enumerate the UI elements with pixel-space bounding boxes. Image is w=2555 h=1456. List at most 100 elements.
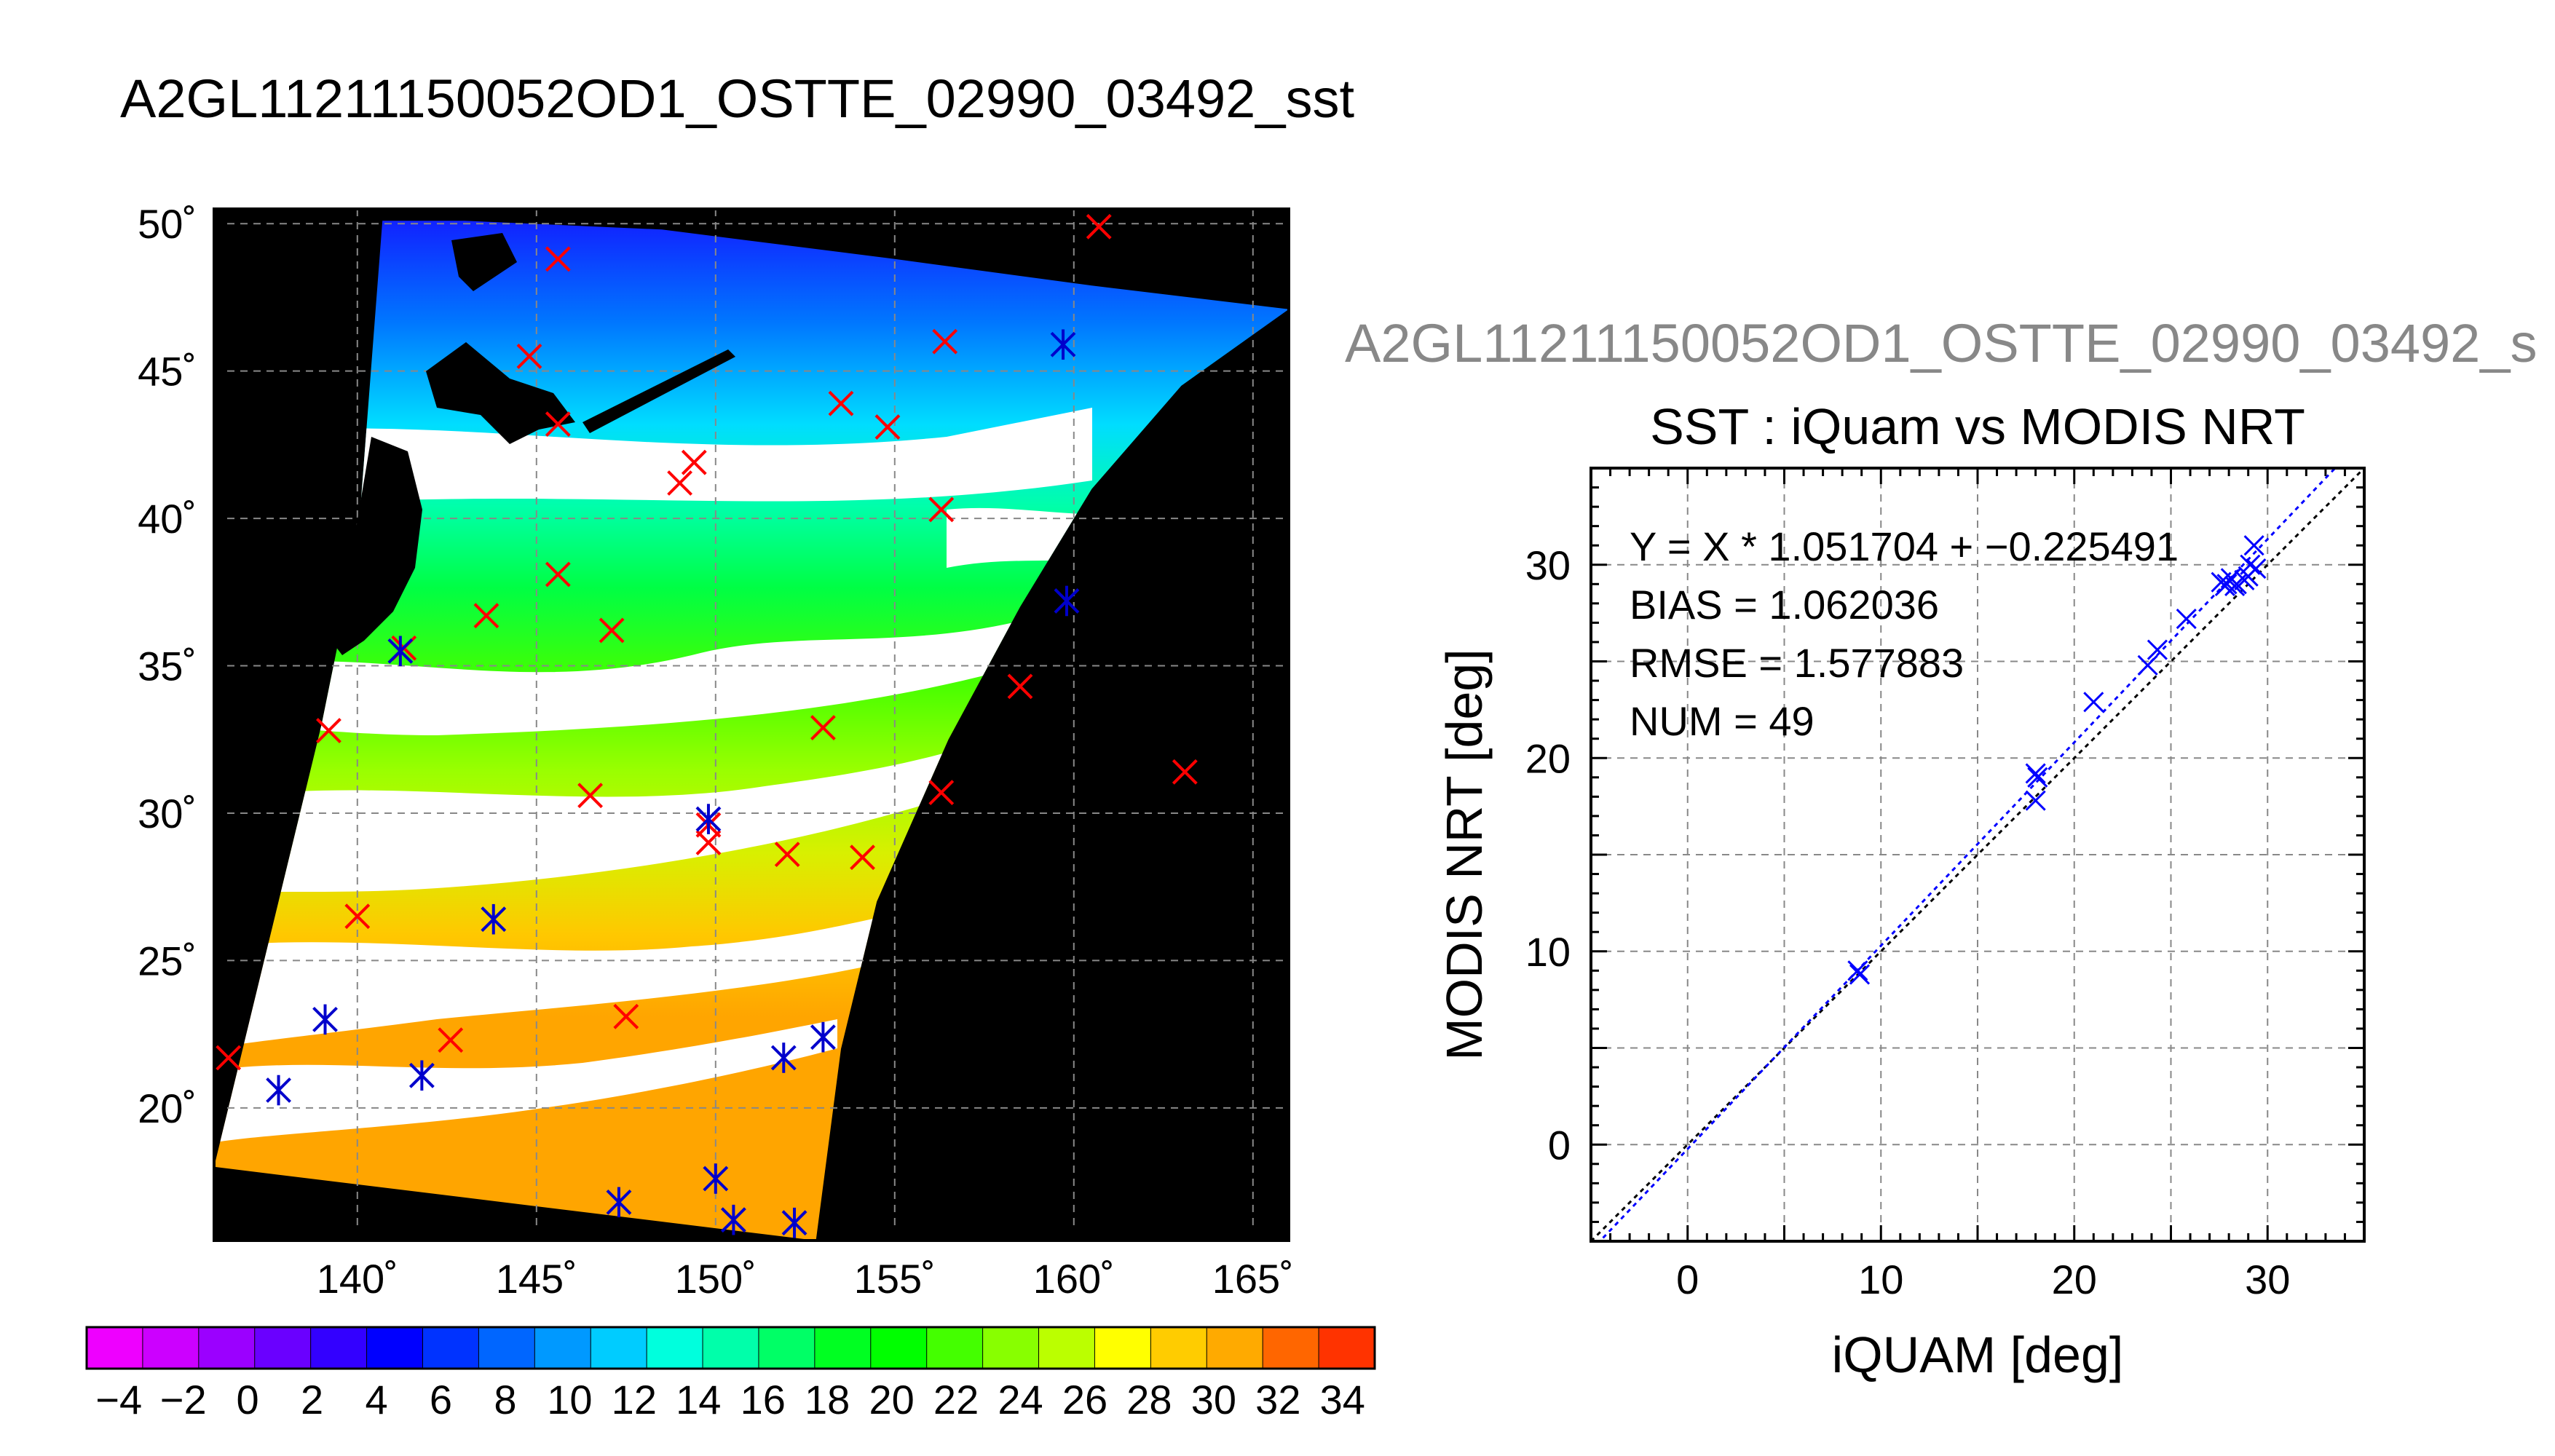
buoy-x-marker: [473, 603, 499, 629]
colorbar-tick-label: 14: [676, 1377, 721, 1423]
scatter-point: [2224, 575, 2246, 597]
colorbar-cell: [534, 1327, 591, 1369]
scatter-point: [2137, 654, 2158, 676]
colorbar-tick-label: −2: [160, 1377, 207, 1423]
sst-map: 140˚ 145˚ 150˚ 155˚ 160˚ 165˚ 20˚ 25˚ 30˚ 35˚ 40˚…: [138, 201, 1294, 1302]
buoy-asterisk-marker: [810, 1021, 836, 1053]
scatter-y-tick-label: 30: [1525, 542, 1571, 588]
colorbar-tick-label: −4: [95, 1377, 142, 1423]
map-lon-label: 160˚: [1033, 1256, 1115, 1302]
buoy-asterisk-marker: [781, 1207, 807, 1238]
cloud-band: [214, 1019, 837, 1143]
scatter-y-tick-labels: 0 10 20 30: [1525, 542, 1571, 1168]
scatter-ticks: [1590, 467, 2366, 1243]
buoy-x-marker: [316, 718, 341, 744]
colorbar-tick-label: 10: [547, 1377, 592, 1423]
map-lon-label: 140˚: [317, 1256, 398, 1302]
colorbar-cell: [1263, 1327, 1319, 1369]
scatter-point: [2025, 790, 2046, 811]
scatter-point: [2176, 609, 2197, 630]
map-lat-label: 40˚: [138, 496, 197, 542]
colorbar-labels: −4 −2 0 2 4 6 8 10 12 14 16 18 20 22 24 26 28 30 32 34: [95, 1377, 1365, 1423]
buoy-x-marker: [928, 496, 955, 523]
colorbar-cell: [422, 1327, 479, 1369]
colorbar-cell: [310, 1327, 368, 1369]
map-lat-label: 50˚: [138, 201, 197, 247]
cloud-band: [214, 612, 1056, 735]
scatter-annotation: BIAS = 1.062036: [1630, 582, 1939, 628]
colorbar-cell: [142, 1327, 200, 1369]
colorbar-cell: [1094, 1327, 1151, 1369]
scatter-annotation: Y = X * 1.051704 + −0.225491: [1630, 523, 2179, 569]
scatter-annotations: Y = X * 1.051704 + −0.225491 BIAS = 1.062…: [1630, 523, 2179, 744]
scatter-x-tick-label: 20: [2052, 1257, 2097, 1302]
buoy-asterisk-marker: [606, 1187, 632, 1218]
map-gridlines: [214, 209, 1289, 1241]
colorbar-cell: [1207, 1327, 1263, 1369]
buoy-x-marker: [667, 470, 693, 496]
scatter-point: [2214, 575, 2235, 597]
colorbar-cell: [591, 1327, 647, 1369]
colorbar-cell: [814, 1327, 872, 1369]
map-lat-label: 45˚: [138, 349, 197, 395]
buoy-x-marker: [1007, 673, 1033, 700]
map-ticks: [214, 222, 1255, 1241]
buoy-asterisk-marker: [266, 1075, 291, 1106]
colorbar-cell: [982, 1327, 1040, 1369]
identity-line: [1591, 468, 2364, 1241]
colorbar-tick-label: 16: [741, 1377, 786, 1423]
colorbar-cell: [478, 1327, 535, 1369]
map-lat-label: 25˚: [138, 938, 197, 984]
buoy-x-marker: [516, 344, 542, 369]
colorbar-cell: [1038, 1327, 1095, 1369]
scatter-y-tick-label: 20: [1525, 735, 1571, 781]
buoy-asterisk-marker: [695, 804, 722, 834]
colorbar-tick-label: 8: [494, 1377, 516, 1423]
scatter-y-axis-label: MODIS NRT [deg]: [1436, 649, 1493, 1060]
buoy-x-marker: [545, 561, 571, 587]
scatter-point: [1849, 964, 1871, 985]
colorbar-cell: [758, 1327, 816, 1369]
buoy-x-marker: [850, 844, 875, 871]
map-lat-label: 35˚: [138, 644, 197, 689]
scatter-y-tick-label: 0: [1548, 1122, 1571, 1168]
colorbar-cell: [366, 1327, 423, 1369]
buoy-x-marker: [810, 715, 836, 740]
colorbar-cells: [87, 1327, 1375, 1369]
scatter-title: SST : iQuam vs MODIS NRT: [1650, 398, 2305, 455]
colorbar-cell: [1319, 1327, 1375, 1369]
buoy-asterisk-marker: [312, 1004, 338, 1035]
buoy-x-marker: [545, 246, 571, 272]
scatter-x-tick-labels: 0 10 20 30: [1676, 1257, 2290, 1302]
colorbar-tick-label: 24: [998, 1377, 1043, 1423]
buoy-x-marker: [874, 414, 901, 440]
scatter-point: [2243, 535, 2264, 556]
scatter-point: [2246, 558, 2267, 579]
colorbar-cell: [647, 1327, 703, 1369]
buoy-x-marker: [613, 1003, 639, 1029]
buoy-x-marker: [695, 830, 722, 855]
buoy-markers: [216, 213, 1198, 1238]
buoy-x-marker: [577, 783, 604, 809]
land-sakhalin: [451, 233, 517, 291]
cloud-band: [214, 408, 1092, 510]
colorbar-tick-label: 2: [301, 1377, 323, 1423]
map-lat-label: 30˚: [138, 791, 197, 836]
map-lon-label: 145˚: [496, 1256, 577, 1302]
latitude-labels: 20˚ 25˚ 30˚ 35˚ 40˚ 45˚ 50˚: [138, 201, 197, 1131]
buoy-x-marker: [216, 1045, 242, 1071]
colorbar-cell: [87, 1327, 143, 1369]
cloud-band: [214, 728, 1019, 895]
buoy-x-marker: [1172, 759, 1198, 785]
map-lon-label: 155˚: [854, 1256, 936, 1302]
colorbar-cell: [198, 1327, 256, 1369]
cloud-band: [214, 903, 947, 1048]
colorbar-tick-label: 4: [365, 1377, 387, 1423]
map-frame: [213, 207, 1290, 1242]
scatter-source-title: A2GL11211150052OD1_OSTTE_02990_03492_s: [1345, 313, 2537, 373]
colorbar: −4 −2 0 2 4 6 8 10 12 14 16 18 20 22 24 26 28 30 32 34: [85, 1326, 1376, 1423]
scatter-point: [2025, 763, 2046, 784]
buoy-asterisk-marker: [1054, 585, 1080, 617]
colorbar-tick-label: 18: [805, 1377, 850, 1423]
buoy-asterisk-marker: [408, 1060, 435, 1091]
